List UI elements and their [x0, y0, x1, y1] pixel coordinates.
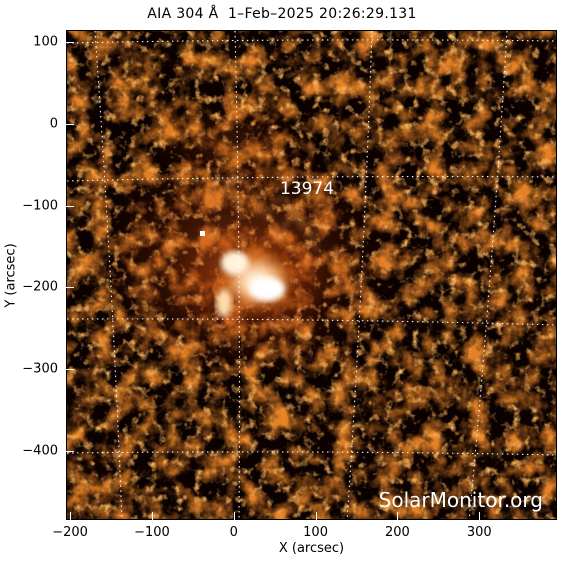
solar-image-frame: 13974 SolarMonitor.org	[66, 30, 557, 520]
y-tick-label: −300	[22, 361, 58, 377]
y-tick-mark	[66, 123, 74, 125]
y-tick-mark	[66, 205, 74, 207]
x-tick-label: −200	[52, 525, 88, 540]
x-tick-mark	[151, 512, 153, 520]
watermark: SolarMonitor.org	[379, 488, 543, 512]
y-axis-label: Y (arcsec)	[3, 243, 19, 308]
plot-title: AIA 304 Å 1–Feb–2025 20:26:29.131	[147, 6, 417, 22]
x-tick-label: 0	[229, 525, 238, 540]
y-tick-label: −100	[22, 198, 58, 214]
x-tick-label: 100	[303, 525, 328, 540]
y-tick-mark	[66, 368, 74, 370]
region-label: 13974	[280, 179, 334, 199]
y-tick-mark	[66, 450, 74, 452]
y-tick-label: −200	[22, 279, 58, 295]
y-tick-label: 0	[49, 116, 58, 132]
x-tick-mark	[233, 512, 235, 520]
x-tick-label: −100	[134, 525, 170, 540]
y-tick-mark	[66, 287, 74, 289]
x-tick-label: 200	[385, 525, 410, 540]
y-tick-label: −400	[22, 443, 58, 459]
x-axis-label: X (arcsec)	[278, 541, 345, 556]
x-tick-mark	[397, 512, 399, 520]
x-tick-mark	[479, 512, 481, 520]
x-tick-mark	[315, 512, 317, 520]
solar-image: 13974 SolarMonitor.org	[67, 31, 556, 519]
y-tick-mark	[66, 42, 74, 44]
y-tick-label: 100	[33, 34, 58, 50]
x-tick-label: 300	[466, 525, 492, 540]
x-tick-mark	[70, 512, 72, 520]
